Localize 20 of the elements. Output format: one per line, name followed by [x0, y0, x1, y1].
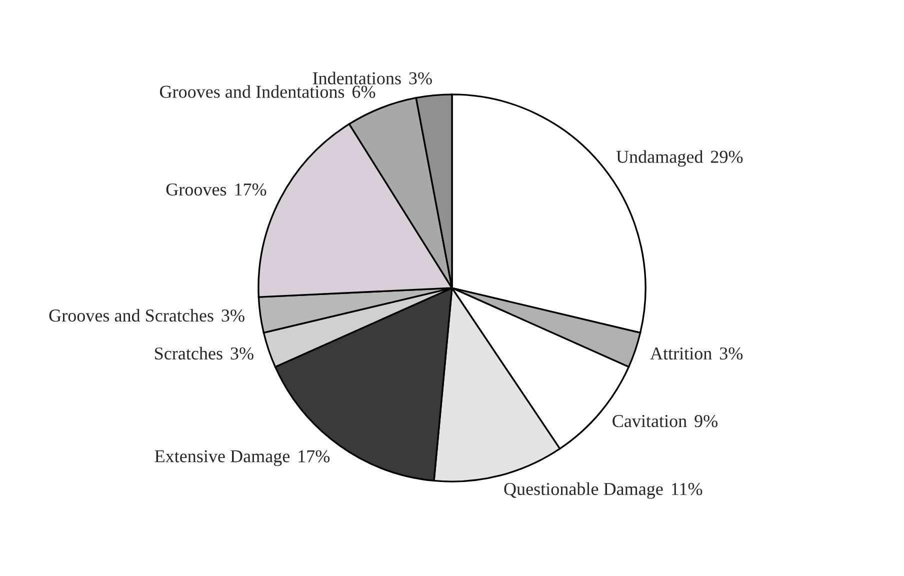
data-label: 3%: [720, 347, 743, 360]
slice-label: Grooves and Scratches: [49, 308, 214, 322]
slice-label: Grooves: [166, 183, 226, 196]
slice-label: Attrition: [650, 347, 712, 360]
data-label: 3%: [409, 72, 432, 84]
data-label: 3%: [222, 309, 244, 322]
data-label: 29%: [710, 150, 743, 163]
data-label: 9%: [694, 414, 718, 428]
slice-label: Grooves and Indentations: [160, 85, 344, 98]
slice-label: Questionable Damage: [504, 482, 663, 499]
data-label: 3%: [230, 347, 254, 360]
slice-label: Scratches: [155, 346, 222, 360]
data-label: 17%: [298, 450, 330, 462]
data-label: 17%: [235, 183, 266, 196]
slice-label: Indentations: [312, 72, 401, 84]
data-label: 6%: [352, 86, 376, 98]
slice-label: Extensive Damage: [154, 450, 290, 466]
slice-label: Undamaged: [616, 150, 704, 167]
data-label: 11%: [672, 482, 702, 496]
slice-label: Cavitation: [612, 415, 687, 428]
